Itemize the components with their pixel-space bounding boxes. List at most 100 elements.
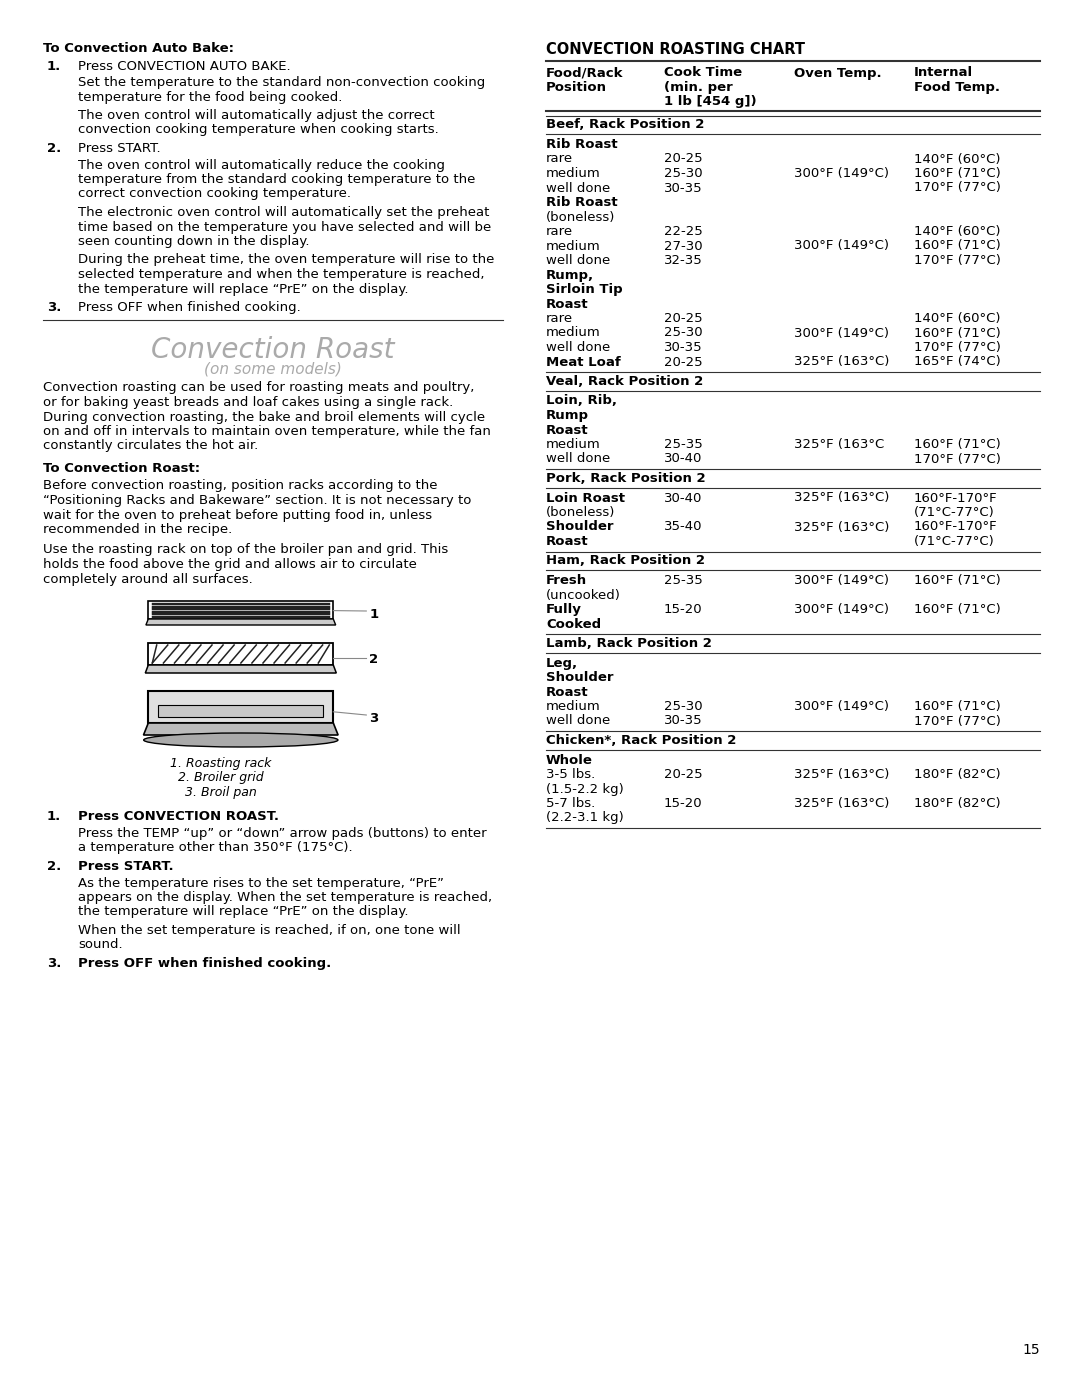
Text: medium: medium	[546, 700, 600, 712]
Text: To Convection Roast:: To Convection Roast:	[43, 462, 200, 475]
Text: 165°F (74°C): 165°F (74°C)	[914, 355, 1001, 369]
Text: 30-35: 30-35	[664, 714, 703, 728]
Text: 180°F (82°C): 180°F (82°C)	[914, 798, 1001, 810]
Text: (2.2-3.1 kg): (2.2-3.1 kg)	[546, 812, 624, 824]
Text: 25-30: 25-30	[664, 168, 703, 180]
Text: Loin Roast: Loin Roast	[546, 492, 625, 504]
Text: Fresh: Fresh	[546, 574, 588, 587]
Text: 170°F (77°C): 170°F (77°C)	[914, 453, 1001, 465]
Text: temperature for the food being cooked.: temperature for the food being cooked.	[78, 91, 342, 103]
Text: recommended in the recipe.: recommended in the recipe.	[43, 522, 232, 536]
Polygon shape	[148, 643, 334, 665]
Text: Press OFF when finished cooking.: Press OFF when finished cooking.	[78, 957, 332, 970]
Text: 300°F (149°C): 300°F (149°C)	[794, 327, 889, 339]
Text: 160°F-170°F: 160°F-170°F	[914, 492, 998, 504]
Text: 35-40: 35-40	[664, 521, 702, 534]
Text: Cooked: Cooked	[546, 617, 602, 630]
Text: Shoulder: Shoulder	[546, 521, 613, 534]
Text: 20-25: 20-25	[664, 768, 703, 781]
Text: Press CONVECTION ROAST.: Press CONVECTION ROAST.	[78, 810, 279, 823]
Text: Roast: Roast	[546, 423, 589, 436]
Text: 180°F (82°C): 180°F (82°C)	[914, 768, 1001, 781]
Text: During convection roasting, the bake and broil elements will cycle: During convection roasting, the bake and…	[43, 411, 485, 423]
Text: on and off in intervals to maintain oven temperature, while the fan: on and off in intervals to maintain oven…	[43, 425, 491, 439]
Text: 300°F (149°C): 300°F (149°C)	[794, 239, 889, 253]
Text: 27-30: 27-30	[664, 239, 703, 253]
Text: 300°F (149°C): 300°F (149°C)	[794, 574, 889, 587]
Text: medium: medium	[546, 327, 600, 339]
Text: the temperature will replace “PrE” on the display.: the temperature will replace “PrE” on th…	[78, 905, 408, 918]
Text: “Positioning Racks and Bakeware” section. It is not necessary to: “Positioning Racks and Bakeware” section…	[43, 495, 471, 507]
Text: 3: 3	[369, 712, 379, 725]
Text: 325°F (163°C): 325°F (163°C)	[794, 768, 889, 781]
Text: 25-30: 25-30	[664, 327, 703, 339]
Text: During the preheat time, the oven temperature will rise to the: During the preheat time, the oven temper…	[78, 253, 495, 267]
Text: 300°F (149°C): 300°F (149°C)	[794, 168, 889, 180]
Text: 30-40: 30-40	[664, 492, 702, 504]
Text: Set the temperature to the standard non-convection cooking: Set the temperature to the standard non-…	[78, 75, 485, 89]
Text: 30-35: 30-35	[664, 182, 703, 194]
Text: Rib Roast: Rib Roast	[546, 138, 618, 151]
Text: 20-25: 20-25	[664, 355, 703, 369]
Text: When the set temperature is reached, if on, one tone will: When the set temperature is reached, if …	[78, 923, 461, 937]
Text: (boneless): (boneless)	[546, 506, 616, 520]
Text: Oven Temp.: Oven Temp.	[794, 67, 881, 80]
Text: 22-25: 22-25	[664, 225, 703, 237]
Text: 300°F (149°C): 300°F (149°C)	[794, 700, 889, 712]
Text: 15-20: 15-20	[664, 604, 703, 616]
Text: Food/Rack: Food/Rack	[546, 67, 623, 80]
Text: rare: rare	[546, 152, 573, 165]
Text: 170°F (77°C): 170°F (77°C)	[914, 341, 1001, 353]
Text: sound.: sound.	[78, 939, 123, 951]
Text: 20-25: 20-25	[664, 312, 703, 326]
Text: Veal, Rack Position 2: Veal, Rack Position 2	[546, 374, 703, 388]
Text: Rump,: Rump,	[546, 268, 594, 282]
Text: correct convection cooking temperature.: correct convection cooking temperature.	[78, 187, 351, 201]
Text: 2.: 2.	[48, 142, 62, 155]
Text: As the temperature rises to the set temperature, “PrE”: As the temperature rises to the set temp…	[78, 876, 444, 890]
Text: Use the roasting rack on top of the broiler pan and grid. This: Use the roasting rack on top of the broi…	[43, 543, 448, 556]
Text: 325°F (163°C): 325°F (163°C)	[794, 355, 889, 369]
Text: (on some models): (on some models)	[204, 362, 342, 377]
Text: 25-35: 25-35	[664, 439, 703, 451]
Text: To Convection Auto Bake:: To Convection Auto Bake:	[43, 42, 234, 54]
Text: The oven control will automatically adjust the correct: The oven control will automatically adju…	[78, 109, 434, 122]
Text: Rump: Rump	[546, 409, 589, 422]
Text: seen counting down in the display.: seen counting down in the display.	[78, 235, 310, 249]
Text: 300°F (149°C): 300°F (149°C)	[794, 604, 889, 616]
Text: 1.: 1.	[48, 60, 62, 73]
Polygon shape	[159, 705, 323, 717]
Text: 5-7 lbs.: 5-7 lbs.	[546, 798, 595, 810]
Text: CONVECTION ROASTING CHART: CONVECTION ROASTING CHART	[546, 42, 805, 57]
Text: Whole: Whole	[546, 753, 593, 767]
Text: 2: 2	[369, 652, 378, 666]
Text: 15: 15	[1023, 1343, 1040, 1356]
Text: Convection Roast: Convection Roast	[151, 335, 395, 363]
Text: the temperature will replace “PrE” on the display.: the temperature will replace “PrE” on th…	[78, 282, 408, 296]
Text: 32-35: 32-35	[664, 254, 703, 267]
Text: 325°F (163°C: 325°F (163°C	[794, 439, 885, 451]
Text: 170°F (77°C): 170°F (77°C)	[914, 254, 1001, 267]
Text: Press the TEMP “up” or “down” arrow pads (buttons) to enter: Press the TEMP “up” or “down” arrow pads…	[78, 827, 487, 840]
Text: 140°F (60°C): 140°F (60°C)	[914, 225, 1000, 237]
Text: 1 lb [454 g]): 1 lb [454 g])	[664, 95, 757, 109]
Polygon shape	[148, 692, 334, 724]
Polygon shape	[146, 665, 336, 673]
Text: completely around all surfaces.: completely around all surfaces.	[43, 573, 253, 585]
Text: constantly circulates the hot air.: constantly circulates the hot air.	[43, 440, 258, 453]
Text: 1. Roasting rack: 1. Roasting rack	[171, 757, 271, 770]
Text: Position: Position	[546, 81, 607, 94]
Text: 160°F (71°C): 160°F (71°C)	[914, 327, 1001, 339]
Text: rare: rare	[546, 225, 573, 237]
Text: Internal: Internal	[914, 67, 973, 80]
Polygon shape	[144, 724, 338, 735]
Text: Loin, Rib,: Loin, Rib,	[546, 394, 617, 408]
Text: Press CONVECTION AUTO BAKE.: Press CONVECTION AUTO BAKE.	[78, 60, 291, 73]
Text: holds the food above the grid and allows air to circulate: holds the food above the grid and allows…	[43, 557, 417, 571]
Text: (1.5-2.2 kg): (1.5-2.2 kg)	[546, 782, 624, 795]
Text: 1.: 1.	[48, 810, 62, 823]
Text: Meat Loaf: Meat Loaf	[546, 355, 621, 369]
Text: The electronic oven control will automatically set the preheat: The electronic oven control will automat…	[78, 205, 489, 219]
Text: 160°F (71°C): 160°F (71°C)	[914, 574, 1001, 587]
Text: appears on the display. When the set temperature is reached,: appears on the display. When the set tem…	[78, 891, 492, 904]
